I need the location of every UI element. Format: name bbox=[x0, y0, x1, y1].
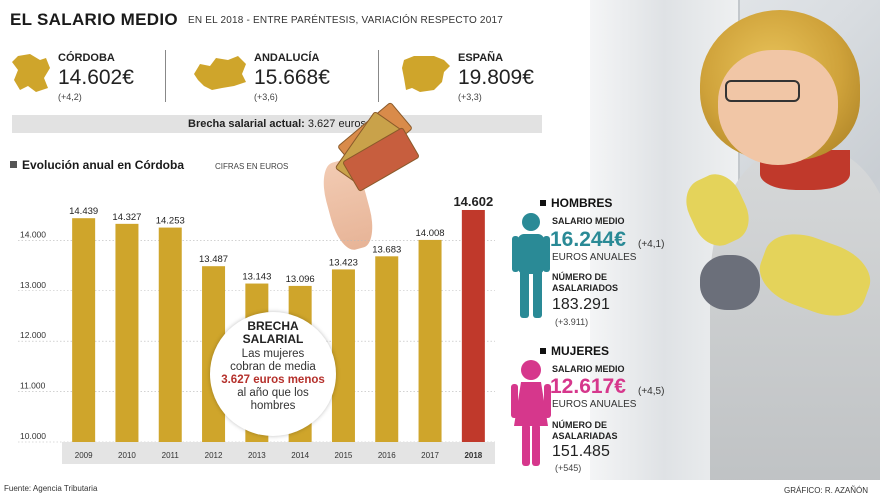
women-salary-units: EUROS ANUALES bbox=[552, 399, 637, 410]
women-heading-text: MUJERES bbox=[551, 344, 610, 358]
women-workers-value: 151.485 bbox=[552, 443, 610, 460]
x-tick-label-2013: 2013 bbox=[248, 451, 266, 460]
data-label-2013: 13.143 bbox=[242, 272, 271, 283]
y-tick-label: 10.000 bbox=[20, 431, 46, 441]
data-label-2012: 13.487 bbox=[199, 254, 228, 265]
women-workers-label: ASALARIADAS bbox=[552, 431, 618, 441]
source-note: Fuente: Agencia Tributaria bbox=[4, 484, 98, 493]
men-heading: HOMBRES bbox=[540, 196, 612, 210]
women-workers-label: NÚMERO DE bbox=[552, 420, 608, 430]
worker-face-shape bbox=[718, 50, 838, 165]
data-label-2010: 14.327 bbox=[112, 212, 141, 223]
worker-photo bbox=[590, 0, 880, 480]
bar-2015 bbox=[331, 269, 355, 442]
bubble-text: Las mujeres bbox=[241, 348, 305, 360]
x-tick-label-2009: 2009 bbox=[75, 451, 93, 460]
men-workers-value: 183.291 bbox=[552, 296, 610, 313]
region-name: CÓRDOBA bbox=[58, 52, 115, 64]
x-tick-label-2010: 2010 bbox=[118, 451, 136, 460]
region-value: 19.809€ bbox=[458, 66, 534, 89]
women-salary-label: SALARIO MEDIO bbox=[552, 364, 625, 374]
bubble-text: al año que los bbox=[237, 387, 309, 399]
men-workers-change: (+3.911) bbox=[555, 317, 589, 327]
x-tick-label-2011: 2011 bbox=[162, 451, 180, 460]
women-heading: MUJERES bbox=[540, 344, 609, 358]
grey-glove-shape bbox=[700, 255, 760, 310]
chart-title-text: Evolución anual en Córdoba bbox=[22, 158, 185, 172]
bullet-square-icon bbox=[540, 200, 546, 206]
x-tick-label-2017: 2017 bbox=[421, 451, 439, 460]
page-title: EL SALARIO MEDIO bbox=[10, 10, 178, 29]
credit-note: GRÁFICO: R. AZAÑÓN bbox=[783, 486, 868, 495]
cordoba-map-icon bbox=[12, 54, 50, 92]
bar-2018 bbox=[461, 209, 485, 442]
men-workers-label: ASALARIADOS bbox=[552, 283, 619, 293]
divider bbox=[165, 50, 166, 102]
bubble-highlight: 3.627 euros menos bbox=[221, 374, 325, 386]
y-tick-label: 12.000 bbox=[20, 330, 46, 340]
region-value: 14.602€ bbox=[58, 66, 134, 89]
spain-map-icon bbox=[402, 56, 450, 92]
divider bbox=[378, 50, 379, 102]
gap-bubble: BRECHA SALARIAL Las mujeres cobran de me… bbox=[210, 312, 336, 436]
region-espana: ESPAÑA 19.809€ (+3,3) bbox=[400, 48, 560, 110]
region-change: (+3,3) bbox=[458, 92, 482, 102]
y-tick-label: 11.000 bbox=[20, 381, 46, 391]
bullet-square-icon bbox=[10, 161, 17, 168]
men-salary-units: EUROS ANUALES bbox=[552, 252, 637, 263]
x-tick-label-2018: 2018 bbox=[464, 451, 482, 460]
salary-gap-value: 3.627 euros bbox=[307, 118, 366, 130]
x-tick-label-2014: 2014 bbox=[291, 451, 309, 460]
chart-units-note: CIFRAS EN EUROS bbox=[215, 162, 289, 171]
andalucia-map-icon bbox=[194, 56, 246, 90]
bubble-title: SALARIAL bbox=[242, 332, 304, 346]
woman-icon bbox=[511, 360, 551, 466]
bubble-text: hombres bbox=[250, 400, 296, 412]
data-label-2014: 13.096 bbox=[286, 274, 315, 285]
men-heading-text: HOMBRES bbox=[551, 196, 613, 210]
bar-2011 bbox=[158, 227, 182, 442]
salary-gap-bar: Brecha salarial actual: 3.627 euros bbox=[12, 115, 542, 133]
data-label-2011: 14.253 bbox=[156, 216, 185, 227]
bar-2016 bbox=[375, 256, 399, 442]
data-label-2015: 13.423 bbox=[329, 257, 358, 268]
region-cordoba: CÓRDOBA 14.602€ (+4,2) bbox=[10, 48, 160, 110]
x-tick-label-2012: 2012 bbox=[205, 451, 223, 460]
data-label-2016: 13.683 bbox=[372, 244, 401, 255]
data-label-2009: 14.439 bbox=[69, 206, 98, 217]
women-salary-value: 12.617€ bbox=[550, 375, 626, 398]
y-tick-label: 14.000 bbox=[20, 229, 46, 239]
bubble-text: cobran de media bbox=[230, 361, 316, 373]
man-icon bbox=[512, 213, 550, 318]
glasses-shape bbox=[725, 80, 800, 102]
page-subtitle: EN EL 2018 - ENTRE PARÉNTESIS, VARIACIÓN… bbox=[188, 15, 503, 26]
region-name: ESPAÑA bbox=[458, 52, 504, 64]
data-label-2018: 14.602 bbox=[453, 194, 493, 209]
region-value: 15.668€ bbox=[254, 66, 330, 89]
bullet-square-icon bbox=[540, 348, 546, 354]
women-workers-change: (+545) bbox=[555, 463, 582, 473]
region-change: (+3,6) bbox=[254, 92, 278, 102]
chart-title: Evolución anual en Córdoba bbox=[10, 158, 184, 172]
salary-gap-label: Brecha salarial actual: bbox=[188, 118, 305, 130]
bubble-title: BRECHA bbox=[247, 319, 299, 333]
men-salary-label: SALARIO MEDIO bbox=[552, 216, 625, 226]
x-axis-band bbox=[62, 442, 495, 464]
bar-2017 bbox=[418, 239, 442, 442]
region-name: ANDALUCÍA bbox=[254, 52, 320, 64]
men-workers-label: NÚMERO DE bbox=[552, 272, 608, 282]
data-label-2017: 14.008 bbox=[416, 228, 445, 239]
region-andalucia: ANDALUCÍA 15.668€ (+3,6) bbox=[192, 48, 372, 110]
bar-2010 bbox=[115, 223, 139, 442]
men-salary-value: 16.244€ bbox=[550, 228, 626, 251]
x-tick-label-2015: 2015 bbox=[335, 451, 353, 460]
x-tick-label-2016: 2016 bbox=[378, 451, 396, 460]
women-salary-change: (+4,5) bbox=[638, 386, 665, 397]
men-salary-change: (+4,1) bbox=[638, 239, 665, 250]
bar-2009 bbox=[72, 218, 96, 442]
y-tick-label: 13.000 bbox=[20, 280, 46, 290]
region-change: (+4,2) bbox=[58, 92, 82, 102]
